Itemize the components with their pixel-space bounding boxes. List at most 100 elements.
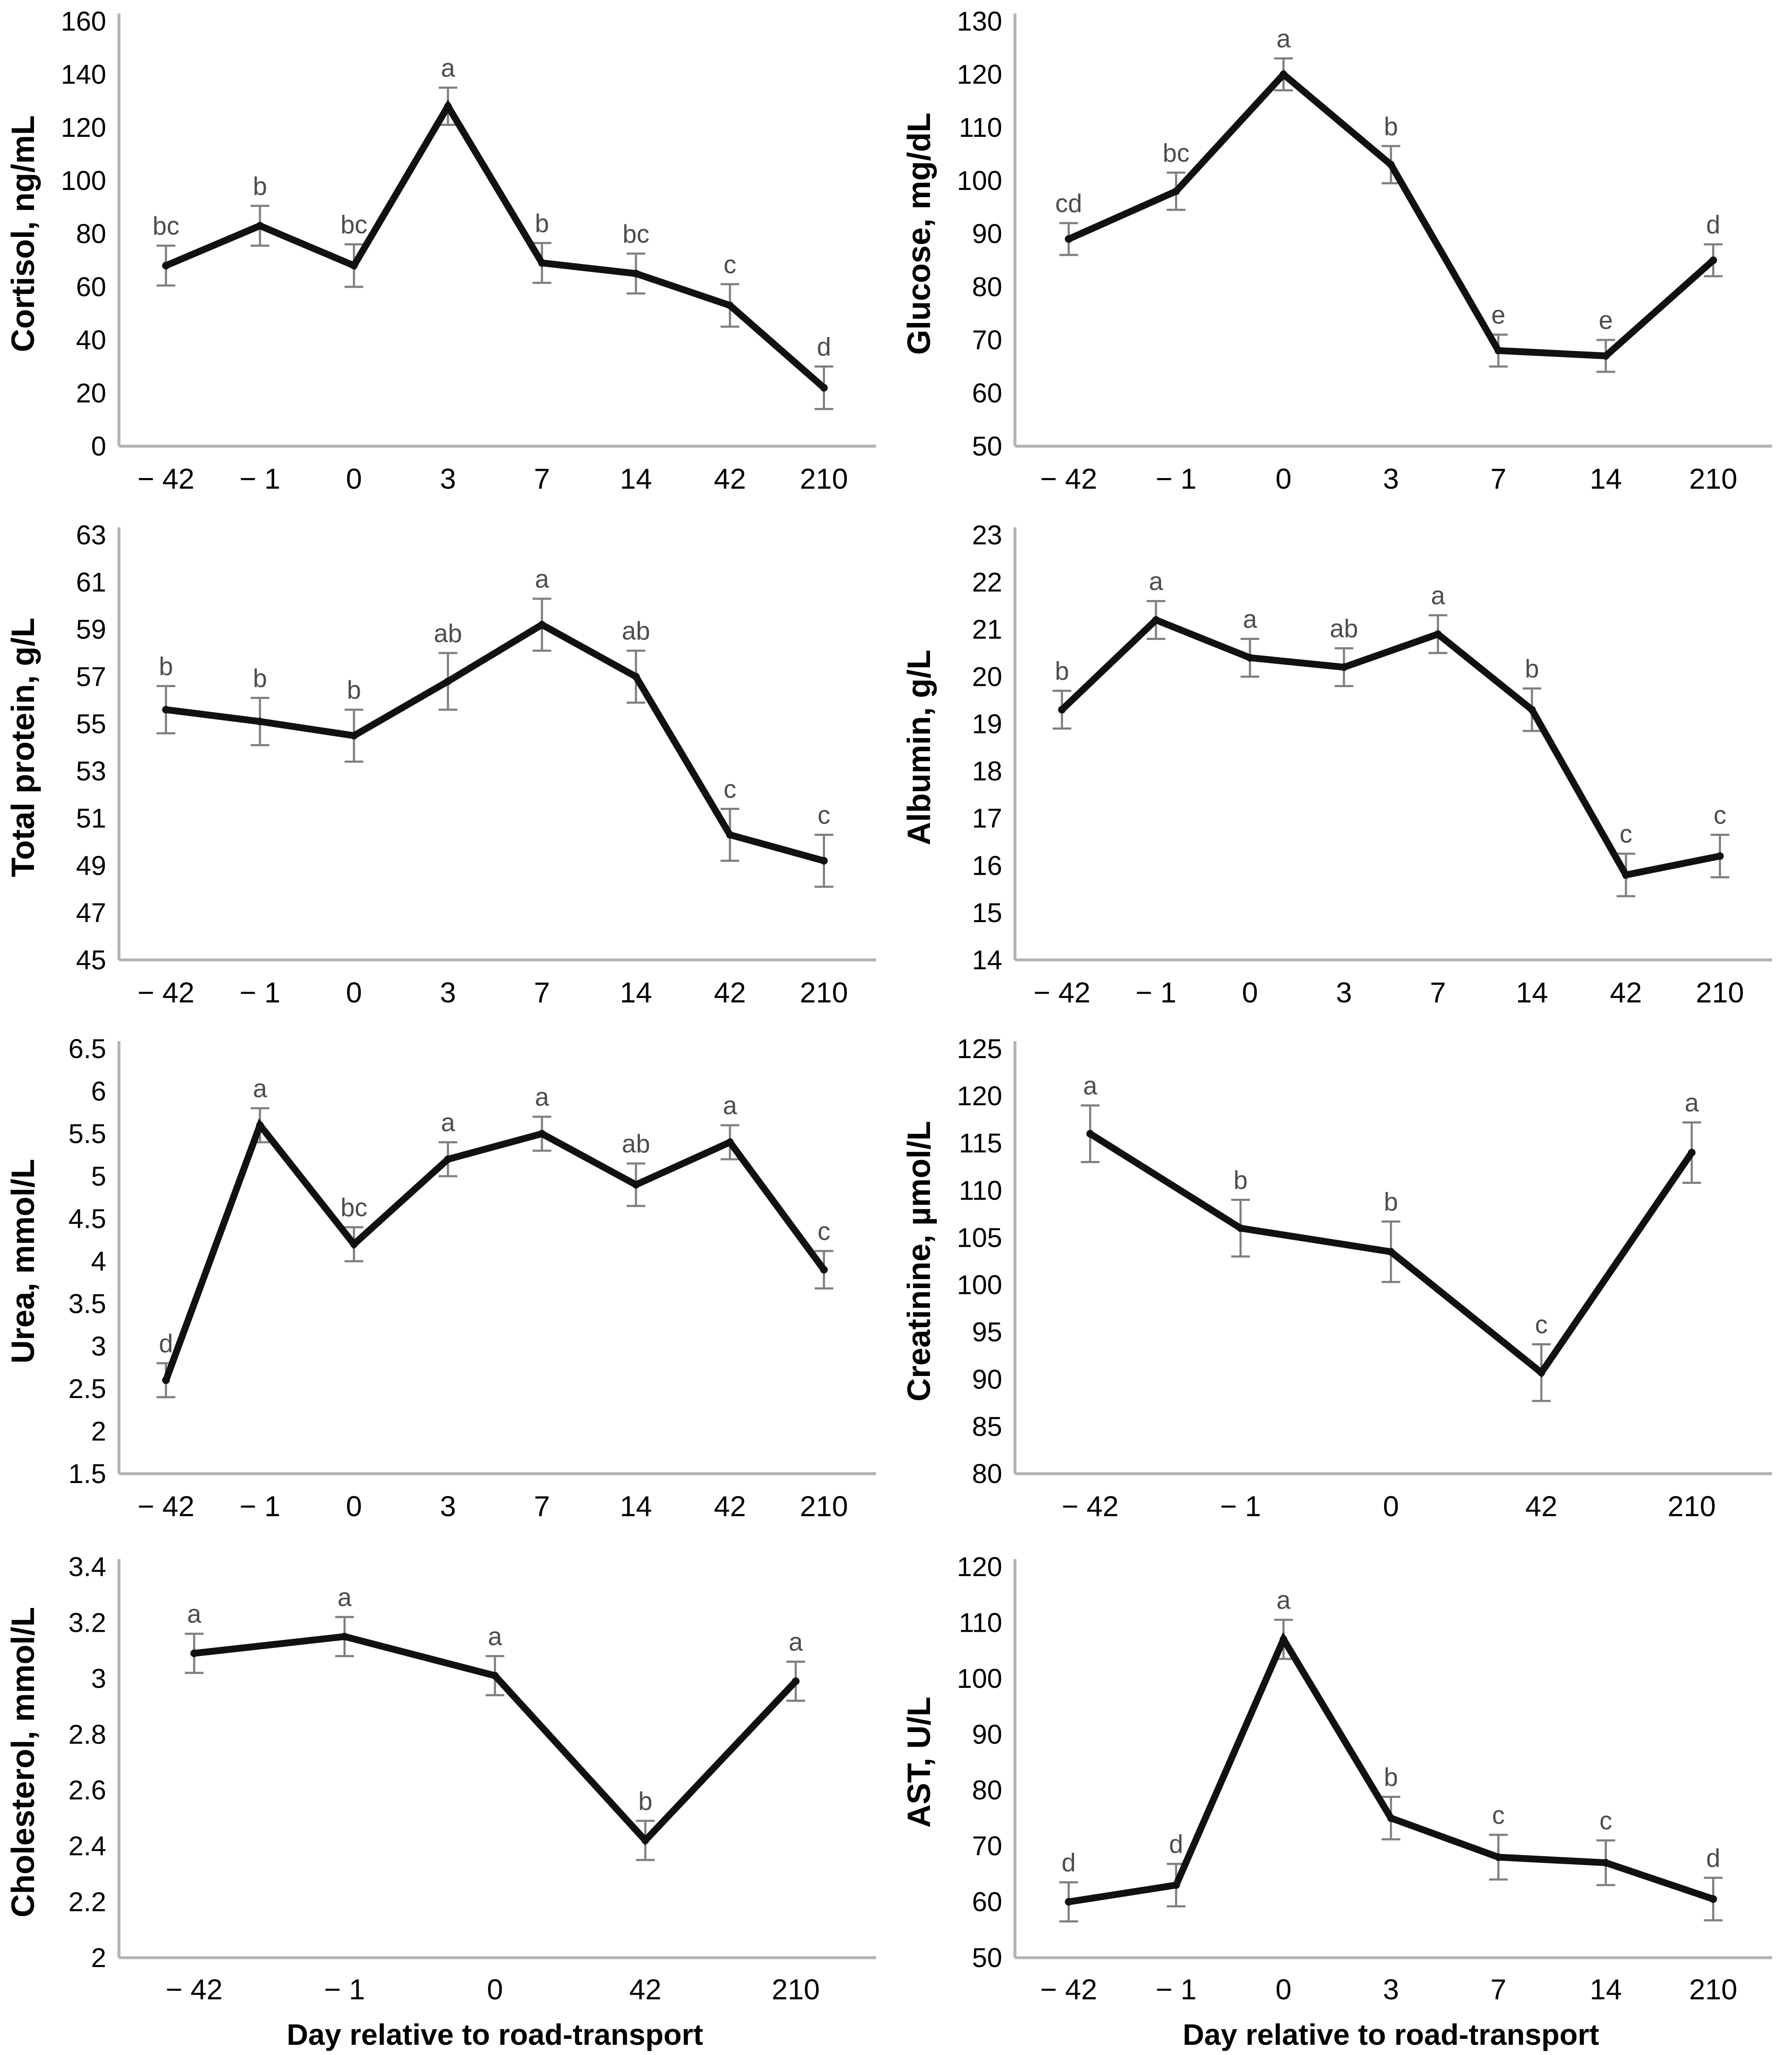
- x-tick-label: 7: [534, 463, 550, 495]
- y-tick-label: 60: [76, 272, 106, 302]
- significance-letter: b: [159, 652, 173, 681]
- x-tick-label: 210: [800, 1490, 848, 1523]
- x-tick-label: − 1: [1220, 1490, 1261, 1523]
- line-chart-svg: 63 61 59 57 55 53 51 49 47 45 − 42 − 1 0 3 7 14 42 210 b b b…: [5, 520, 876, 1009]
- y-tick-label: 3: [91, 1663, 106, 1694]
- significance-letter: c: [1600, 1806, 1612, 1835]
- x-tick-label: 14: [1590, 463, 1622, 495]
- y-tick-label: 130: [957, 6, 1002, 37]
- x-tick-label: − 1: [1136, 977, 1176, 1009]
- y-tick-label: 17: [972, 803, 1002, 834]
- significance-letter: a: [535, 1083, 549, 1111]
- y-tick-label: 120: [957, 1551, 1002, 1582]
- y-axis-title: Cholesterol, mmol/L: [5, 1607, 41, 1918]
- y-tick-label: 55: [76, 708, 106, 739]
- significance-letter: a: [253, 1074, 267, 1103]
- x-tick-label: 42: [714, 977, 746, 1009]
- x-tick-label: 14: [620, 463, 652, 495]
- y-tick-label: 23: [972, 520, 1002, 550]
- y-tick-label: 100: [61, 165, 106, 196]
- x-tick-label: − 42: [1040, 463, 1097, 495]
- y-axis-title: Creatinine, µmol/L: [901, 1121, 937, 1401]
- significance-letter: cd: [1055, 189, 1082, 218]
- y-tick-label: 20: [76, 378, 106, 408]
- y-axis-title: Total protein, g/L: [5, 618, 41, 877]
- significance-letter: a: [1276, 1586, 1291, 1614]
- x-tick-label: − 1: [1156, 463, 1196, 495]
- x-tick-label: 42: [629, 1973, 661, 2006]
- data-series-line: [162, 620, 828, 864]
- y-tick-label: 3.2: [68, 1607, 106, 1638]
- significance-letter: b: [638, 1787, 652, 1815]
- x-tick-label: 0: [346, 1490, 362, 1523]
- y-tick-label: 47: [76, 897, 106, 928]
- y-tick-label: 57: [76, 661, 106, 692]
- significance-letter: a: [1149, 567, 1163, 596]
- x-tick-label: 42: [714, 463, 746, 495]
- x-tick-label: 14: [1516, 977, 1548, 1009]
- y-tick-label: 50: [972, 1942, 1002, 1973]
- significance-letter: b: [535, 209, 549, 238]
- y-axis-title: Urea, mmol/L: [5, 1159, 41, 1363]
- significance-letter: a: [535, 565, 549, 593]
- significance-letter: c: [817, 1217, 830, 1245]
- y-tick-label: 6.5: [68, 1033, 106, 1064]
- x-tick-label: − 42: [138, 1490, 195, 1523]
- y-tick-label: 18: [972, 756, 1002, 787]
- y-tick-label: 4.5: [68, 1203, 106, 1234]
- significance-letter: ab: [622, 1129, 650, 1158]
- y-tick-label: 110: [959, 1607, 1002, 1638]
- significance-letter: b: [1384, 1763, 1398, 1791]
- y-tick-label: 120: [957, 59, 1002, 90]
- x-tick-label: 0: [1383, 1490, 1399, 1523]
- y-tick-label: 100: [957, 165, 1002, 196]
- y-tick-label: 61: [76, 567, 106, 597]
- significance-letter: a: [723, 1091, 737, 1120]
- significance-letter: ab: [622, 617, 650, 645]
- data-point-markers: [162, 102, 828, 392]
- x-tick-label: 14: [620, 1490, 652, 1523]
- significance-letter: b: [347, 676, 361, 704]
- significance-letter: b: [1384, 112, 1398, 141]
- significance-letter: c: [1713, 801, 1726, 829]
- significance-letter: b: [1055, 657, 1069, 685]
- significance-letter: c: [1620, 820, 1632, 848]
- significance-letter: d: [1169, 1830, 1183, 1858]
- y-tick-label: 5: [91, 1161, 106, 1192]
- significance-letter: b: [1384, 1188, 1398, 1216]
- y-tick-label: 80: [972, 1458, 1002, 1489]
- x-tick-label: 42: [1610, 977, 1642, 1009]
- x-axis-title: Day relative to road-transport: [287, 2018, 703, 2051]
- significance-letter: a: [441, 54, 455, 82]
- x-tick-label: 3: [1383, 1973, 1399, 2006]
- x-tick-label: − 1: [240, 1490, 280, 1523]
- significance-letter: bc: [622, 220, 649, 248]
- chart-panel-ast: 120 110 100 90 80 70 60 50 − 42 − 1 0 3 7 14 210 d d a b c c…: [896, 1541, 1792, 2055]
- significance-letter: e: [1491, 301, 1505, 329]
- x-tick-label: 3: [1336, 977, 1352, 1009]
- significance-letter: a: [441, 1108, 455, 1137]
- x-tick-label: 210: [1689, 463, 1737, 495]
- significance-letter: bc: [340, 210, 367, 239]
- x-tick-label: 210: [800, 463, 848, 495]
- significance-letter: e: [1599, 306, 1613, 334]
- significance-letter: a: [1685, 1088, 1699, 1117]
- significance-letter: d: [1706, 1844, 1720, 1872]
- y-axis-title: Glucose, mg/dL: [901, 113, 937, 355]
- x-tick-label: 0: [1242, 977, 1258, 1009]
- x-tick-label: − 1: [240, 977, 280, 1009]
- y-axis-title: Cortisol, ng/mL: [5, 115, 41, 352]
- x-tick-label: 42: [714, 1490, 746, 1523]
- y-tick-label: 100: [957, 1270, 1002, 1300]
- line-chart-svg: 125 120 115 110 105 100 95 90 85 80 − 42 − 1 0 42 210 a…: [901, 1033, 1772, 1523]
- y-tick-label: 2.5: [68, 1373, 106, 1404]
- significance-letter: bc: [1163, 139, 1190, 167]
- significance-letter: d: [1706, 210, 1720, 239]
- error-bars: [156, 1107, 834, 1398]
- significance-letter: bc: [153, 212, 179, 240]
- significance-letter: a: [337, 1583, 352, 1611]
- x-tick-label: 210: [1668, 1490, 1716, 1523]
- significance-letter: ab: [434, 619, 462, 648]
- error-bars: [156, 86, 834, 410]
